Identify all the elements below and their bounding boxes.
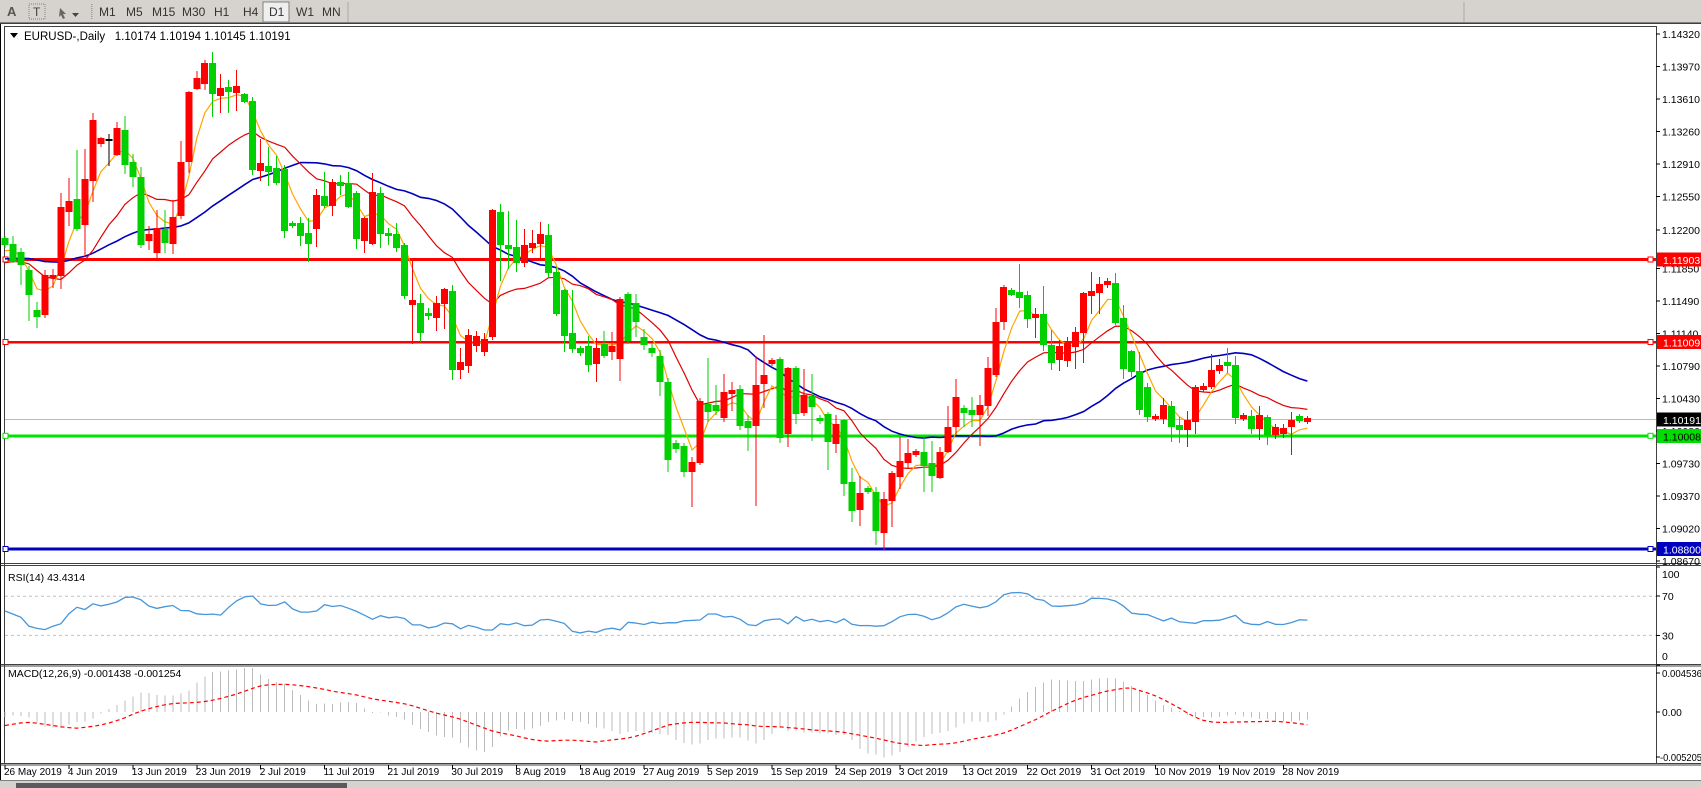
svg-text:1.09020: 1.09020 [1662, 523, 1700, 535]
svg-text:H4: H4 [243, 5, 259, 19]
svg-text:RSI(14) 43.4314: RSI(14) 43.4314 [8, 572, 85, 584]
svg-text:13 Jun 2019: 13 Jun 2019 [132, 767, 187, 778]
svg-text:15 Sep 2019: 15 Sep 2019 [771, 767, 828, 778]
svg-text:18 Aug 2019: 18 Aug 2019 [579, 767, 636, 778]
svg-text:0.004536: 0.004536 [1662, 669, 1701, 680]
svg-text:1.13260: 1.13260 [1662, 127, 1700, 139]
svg-text:100: 100 [1662, 569, 1680, 581]
svg-text:W1: W1 [296, 5, 314, 19]
svg-text:30: 30 [1662, 630, 1674, 642]
svg-text:70: 70 [1662, 591, 1674, 603]
svg-text:1.09730: 1.09730 [1662, 458, 1700, 470]
svg-text:19 Nov 2019: 19 Nov 2019 [1219, 767, 1276, 778]
svg-text:1.12550: 1.12550 [1662, 192, 1700, 204]
svg-text:11 Jul 2019: 11 Jul 2019 [324, 767, 375, 778]
svg-text:1.10191: 1.10191 [1663, 415, 1701, 427]
svg-text:13 Oct 2019: 13 Oct 2019 [963, 767, 1018, 778]
svg-text:21 Jul 2019: 21 Jul 2019 [388, 767, 440, 778]
svg-text:1.11009: 1.11009 [1663, 338, 1700, 350]
svg-text:1.11490: 1.11490 [1662, 296, 1699, 308]
svg-text:MN: MN [322, 5, 341, 19]
svg-text:1.12910: 1.12910 [1662, 159, 1700, 171]
svg-text:1.13610: 1.13610 [1662, 94, 1700, 106]
svg-text:31 Oct 2019: 31 Oct 2019 [1091, 767, 1146, 778]
svg-text:H1: H1 [214, 5, 230, 19]
svg-text:D1: D1 [269, 5, 285, 19]
svg-text:M15: M15 [152, 5, 176, 19]
svg-text:1.10008: 1.10008 [1663, 431, 1701, 443]
svg-text:1.12200: 1.12200 [1662, 225, 1700, 237]
svg-text:T: T [33, 5, 41, 19]
svg-text:3 Oct 2019: 3 Oct 2019 [899, 767, 948, 778]
svg-text:1.08800: 1.08800 [1663, 545, 1701, 557]
svg-text:5 Sep 2019: 5 Sep 2019 [707, 767, 759, 778]
svg-text:22 Oct 2019: 22 Oct 2019 [1027, 767, 1082, 778]
svg-text:0.00: 0.00 [1662, 708, 1682, 719]
svg-text:10 Nov 2019: 10 Nov 2019 [1155, 767, 1212, 778]
svg-text:1.11903: 1.11903 [1663, 255, 1700, 267]
svg-text:26 May 2019: 26 May 2019 [4, 767, 62, 778]
svg-text:A: A [7, 4, 17, 19]
svg-text:-0.005205: -0.005205 [1660, 753, 1701, 764]
svg-text:M30: M30 [182, 5, 206, 19]
svg-text:27 Aug 2019: 27 Aug 2019 [643, 767, 700, 778]
svg-text:24 Sep 2019: 24 Sep 2019 [835, 767, 892, 778]
svg-text:M5: M5 [126, 5, 143, 19]
svg-text:MACD(12,26,9) -0.001438 -0.001: MACD(12,26,9) -0.001438 -0.001254 [8, 668, 182, 680]
svg-text:EURUSD-,Daily 1.10174 1.1019: EURUSD-,Daily 1.10174 1.10194 1.10145 1.… [24, 31, 291, 43]
svg-text:28 Nov 2019: 28 Nov 2019 [1282, 767, 1339, 778]
svg-text:1.10790: 1.10790 [1662, 361, 1700, 373]
svg-text:30 Jul 2019: 30 Jul 2019 [451, 767, 503, 778]
svg-text:8 Aug 2019: 8 Aug 2019 [515, 767, 566, 778]
svg-text:1.13970: 1.13970 [1662, 62, 1700, 74]
svg-text:23 Jun 2019: 23 Jun 2019 [196, 767, 251, 778]
svg-text:4 Jun 2019: 4 Jun 2019 [68, 767, 118, 778]
svg-text:2 Jul 2019: 2 Jul 2019 [260, 767, 307, 778]
svg-text:1.09370: 1.09370 [1662, 491, 1700, 503]
svg-text:0: 0 [1662, 651, 1668, 663]
svg-text:M1: M1 [99, 5, 116, 19]
svg-text:1.08670: 1.08670 [1662, 556, 1700, 568]
svg-text:1.14320: 1.14320 [1662, 29, 1700, 41]
svg-text:1.10430: 1.10430 [1662, 393, 1700, 405]
